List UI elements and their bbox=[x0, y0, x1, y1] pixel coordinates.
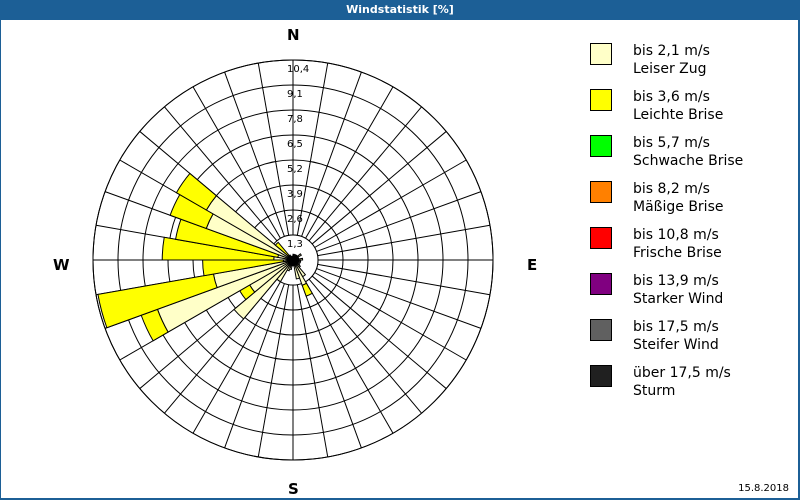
legend-swatch bbox=[590, 89, 612, 111]
ring-label: 9,1 bbox=[287, 89, 303, 100]
grid-spoke bbox=[296, 284, 329, 458]
grid-spoke bbox=[308, 106, 422, 242]
grid-spoke bbox=[257, 284, 290, 458]
grid-spoke bbox=[311, 131, 447, 245]
ring-label: 3,9 bbox=[287, 189, 303, 200]
compass-north: N bbox=[287, 26, 300, 44]
legend-label: Schwache Brise bbox=[633, 153, 744, 169]
legend-speed: über 17,5 m/s bbox=[633, 365, 731, 381]
legend-swatch bbox=[590, 135, 612, 157]
legend-speed: bis 5,7 m/s bbox=[633, 135, 710, 151]
chart-panel: 1,3 2,6 3,9 5,2 6,5 7,8 9,1 10,4 N E S W bis 2,… bbox=[1, 20, 798, 498]
wind-sector-bar bbox=[274, 241, 290, 257]
legend-label: Mäßige Brise bbox=[633, 199, 724, 215]
ring-label: 2,6 bbox=[287, 214, 303, 225]
grid-spoke bbox=[314, 272, 467, 361]
wind-sector-bar bbox=[233, 259, 294, 320]
grid-spoke bbox=[305, 281, 394, 434]
center-hub bbox=[289, 256, 297, 264]
legend-label: Starker Wind bbox=[633, 291, 724, 307]
grid-spoke bbox=[192, 281, 281, 434]
legend-speed: bis 8,2 m/s bbox=[633, 181, 710, 197]
legend-speed: bis 2,1 m/s bbox=[633, 43, 710, 59]
grid-spoke bbox=[316, 268, 482, 329]
legend-swatch bbox=[590, 43, 612, 65]
grid-spoke bbox=[317, 263, 491, 296]
grid-spoke bbox=[311, 275, 447, 389]
wind-sector-bar bbox=[175, 172, 218, 211]
legend-label: Sturm bbox=[633, 383, 676, 399]
grid-spoke bbox=[301, 283, 362, 449]
grid-ring bbox=[142, 109, 444, 411]
legend-label: Leichte Brise bbox=[633, 107, 724, 123]
ring-label: 6,5 bbox=[287, 139, 303, 150]
grid-ring bbox=[117, 84, 469, 436]
window-title: Windstatistik [%] bbox=[0, 0, 800, 20]
legend-speed: bis 3,6 m/s bbox=[633, 89, 710, 105]
ring-label: 10,4 bbox=[287, 64, 309, 75]
ring-label: 7,8 bbox=[287, 114, 303, 125]
grid-spoke bbox=[257, 62, 290, 236]
legend-label: Leiser Zug bbox=[633, 61, 707, 77]
wind-sector-bar bbox=[292, 259, 301, 280]
wind-sector-bar bbox=[161, 236, 275, 261]
grid-spoke bbox=[316, 191, 482, 252]
compass-west: W bbox=[53, 256, 70, 274]
wind-sector-bar bbox=[97, 273, 218, 329]
ring-label: 5,2 bbox=[287, 164, 303, 175]
grid-spoke bbox=[314, 159, 467, 248]
chart-date: 15.8.2018 bbox=[738, 483, 789, 494]
grid-spoke bbox=[301, 71, 362, 237]
wind-sector-bar bbox=[301, 282, 313, 297]
legend-swatch bbox=[590, 181, 612, 203]
legend-swatch bbox=[590, 319, 612, 341]
grid-spoke bbox=[224, 71, 285, 237]
ring-label: 1,3 bbox=[287, 239, 303, 250]
grid-spoke bbox=[317, 224, 491, 257]
grid-spoke bbox=[192, 86, 281, 239]
grid-spoke bbox=[305, 86, 394, 239]
grid-spoke bbox=[224, 283, 285, 449]
legend-label: Frische Brise bbox=[633, 245, 722, 261]
legend-swatch bbox=[590, 365, 612, 387]
legend-speed: bis 10,8 m/s bbox=[633, 227, 719, 243]
compass-south: S bbox=[288, 480, 299, 498]
legend-swatch bbox=[590, 273, 612, 295]
legend-label: Steifer Wind bbox=[633, 337, 719, 353]
grid-spoke bbox=[308, 278, 422, 414]
legend-swatch bbox=[590, 227, 612, 249]
grid-ring bbox=[92, 59, 494, 461]
grid-spoke bbox=[164, 106, 278, 242]
legend-speed: bis 13,9 m/s bbox=[633, 273, 719, 289]
legend-speed: bis 17,5 m/s bbox=[633, 319, 719, 335]
compass-east: E bbox=[527, 256, 538, 274]
grid-spoke bbox=[296, 62, 329, 236]
wind-rose-chart: 1,3 2,6 3,9 5,2 6,5 7,8 9,1 10,4 bbox=[92, 59, 494, 461]
